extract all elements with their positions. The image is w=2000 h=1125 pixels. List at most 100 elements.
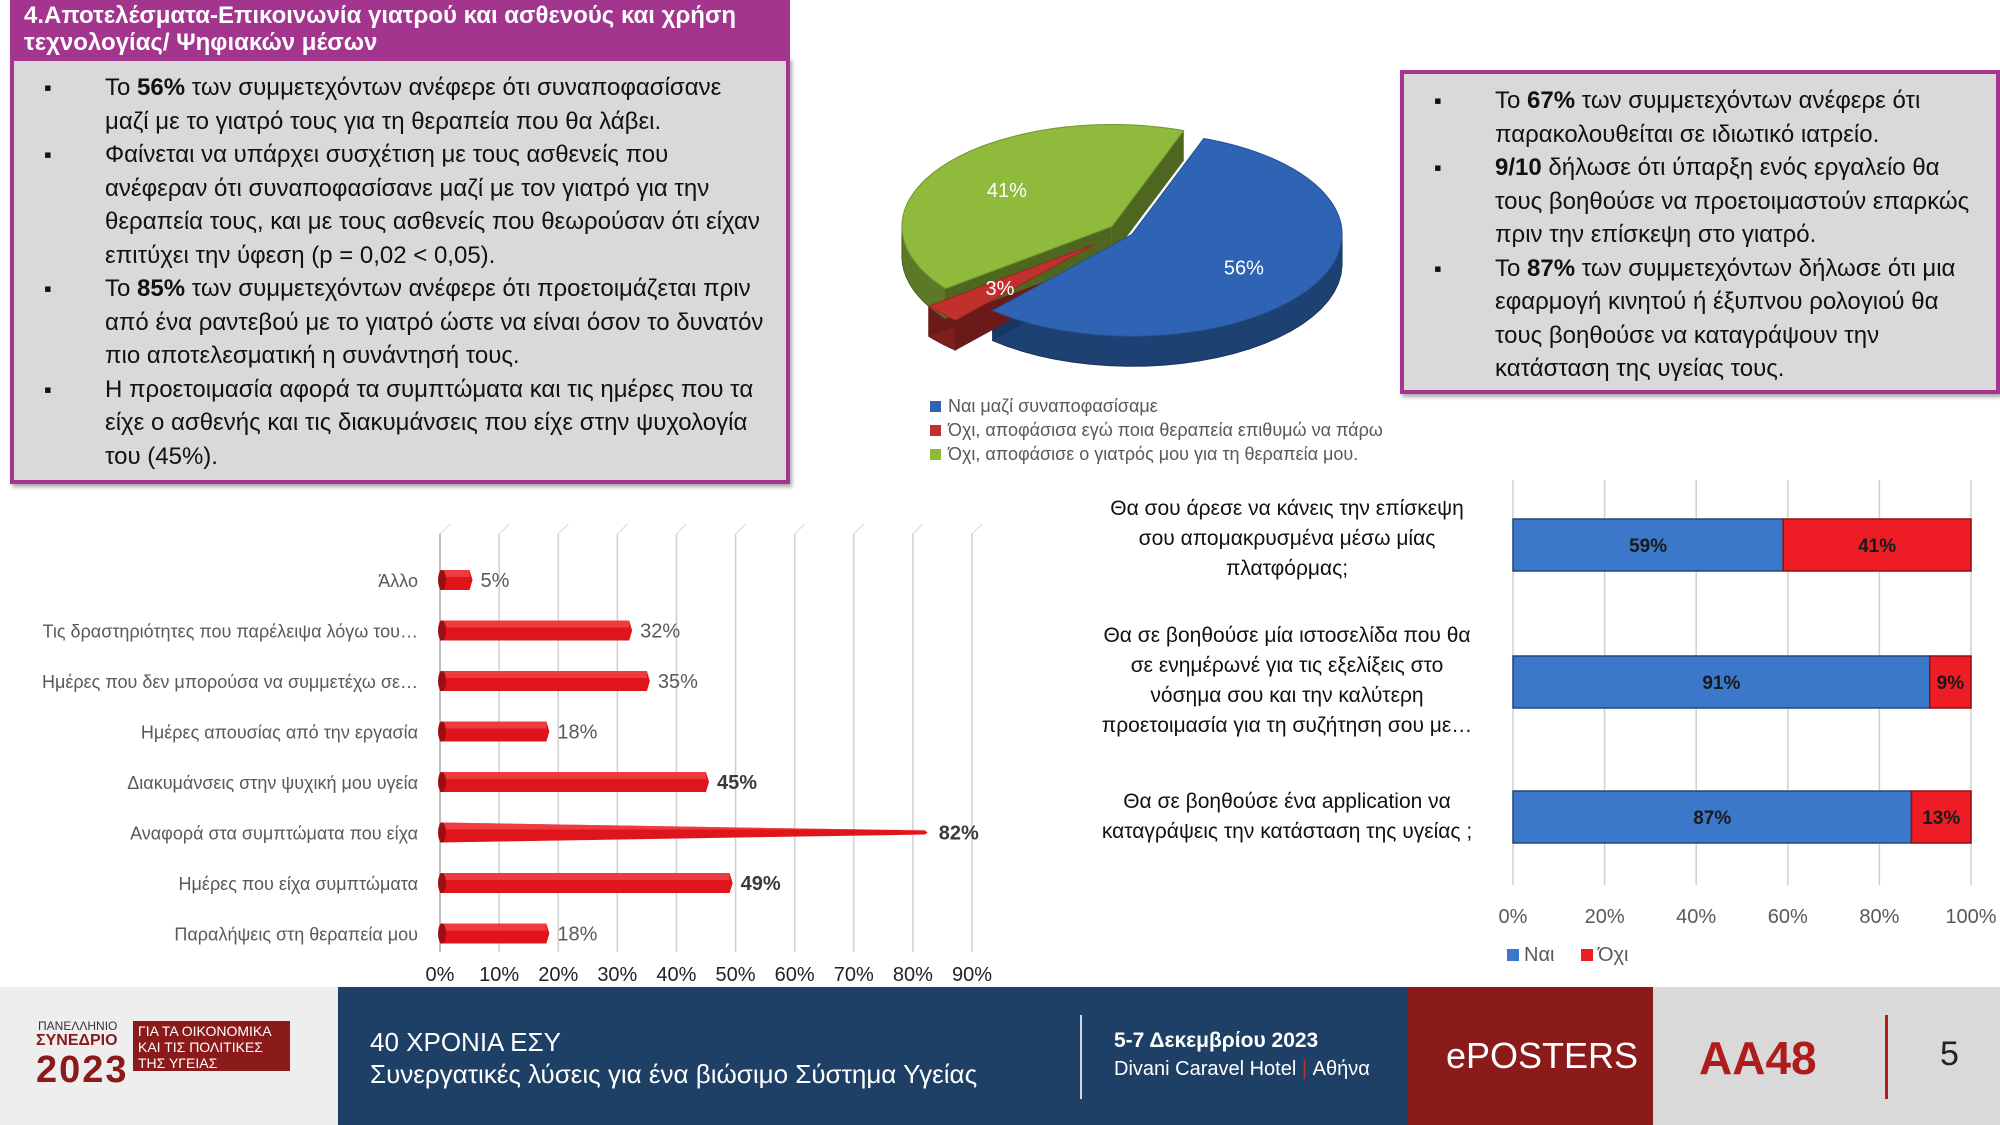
- legend-swatch: [1581, 949, 1593, 961]
- gridline-depth: [912, 523, 924, 535]
- event-subtitle: Συνεργατικές λύσεις για ένα βιώσιμο Σύστ…: [370, 1059, 978, 1089]
- x-tick-label: 100%: [1945, 906, 1996, 928]
- x-tick-label: 20%: [1585, 906, 1625, 928]
- logo-sub3: ΤΗΣ ΥΓΕΙΑΣ: [138, 1055, 218, 1071]
- x-tick-label: 0%: [426, 964, 455, 986]
- preparation-bar-chart: 0% 10% 20% 30% 40% 50% 60% 70% 80% 90% Άλλο 5% Τις δ…: [42, 523, 992, 986]
- page-number: 5: [1940, 1035, 1959, 1073]
- highlight-value: 67%: [1527, 87, 1576, 114]
- highlight-value: 9/10: [1495, 154, 1542, 181]
- pie-slice: [927, 243, 1096, 321]
- gridline-depth: [853, 523, 865, 535]
- event-venue: Divani Caravel Hotel: [1114, 1058, 1297, 1080]
- bar-value-label: 5%: [481, 570, 510, 592]
- x-tick-label: 30%: [597, 964, 637, 986]
- bar-value-label: 82%: [939, 823, 979, 845]
- legend-label: Όχι, αποφάσισε ο γιατρός μου για τη θερα…: [947, 444, 1358, 464]
- pie-slice-label: 41%: [987, 180, 1027, 202]
- bar: [440, 721, 550, 742]
- bar: [440, 873, 733, 893]
- stacked-bar-segment: [1512, 655, 1931, 709]
- gridline-depth: [794, 523, 806, 535]
- pie-slice-label: 56%: [1224, 258, 1264, 280]
- bar-base-cap: [438, 873, 446, 893]
- segment-value-label: 59%: [1629, 536, 1667, 557]
- bar-base-cap: [438, 772, 446, 792]
- gridline-depth: [676, 523, 687, 535]
- x-tick-label: 60%: [1768, 906, 1808, 928]
- bar-value-label: 49%: [741, 873, 781, 895]
- logo-line1: ΠΑΝΕΛΛΗΝΙΟ: [38, 1019, 118, 1033]
- legend-swatch: [930, 401, 941, 412]
- footer-divider: [1080, 1015, 1082, 1099]
- highlight-value: 87%: [1527, 254, 1576, 282]
- category-label: Αναφορά στα συμπτώματα που είχα: [130, 824, 418, 844]
- eposters-label: ePOSTERS: [1408, 987, 1653, 1125]
- bar-highlight: [440, 570, 470, 577]
- finding-bullet: Το 56% των συμμετεχόντων ανέφερε ότι συν…: [24, 71, 768, 138]
- legend-label: Ναι μαζί συναποφασίσαμε: [948, 396, 1158, 416]
- question-label: νόσημα σου και την καλύτερη: [1150, 684, 1423, 707]
- finding-bullet: Το 87% των συμμετεχόντων δήλωσε ότι μια …: [1414, 252, 1978, 386]
- finding-bullet: Το 85% των συμμετεχόντων ανέφερε ότι προ…: [24, 272, 768, 373]
- legend-label: Όχι, αποφάσισα εγώ ποια θεραπεία επιθυμώ…: [947, 420, 1383, 440]
- digital-tools-stacked-chart: 0% 20% 40% 60% 80% 100% Θα σου άρεσε να κάνεις…: [1102, 480, 1997, 966]
- category-label: Διακυμάνσεις στην ψυχική μου υγεία: [127, 773, 418, 793]
- bar-base-cap: [438, 570, 446, 590]
- category-label: Ημέρες απουσίας από την εργασία: [141, 723, 418, 743]
- question-label: σου απομακρυσμένα μέσω μίας: [1139, 527, 1436, 550]
- event-city: Αθήνα: [1312, 1058, 1370, 1080]
- question-label: Θα σου άρεσε να κάνεις την επίσκεψη: [1110, 497, 1464, 520]
- finding-bullet: Φαίνεται να υπάρχει συσχέτιση με τους ασ…: [24, 138, 768, 272]
- bar-highlight: [440, 923, 547, 931]
- x-tick-label: 60%: [775, 964, 815, 986]
- bar: [440, 772, 709, 792]
- legend-label: Ναι: [1524, 944, 1554, 966]
- finding-bullet: Η προετοιμασία αφορά τα συμπτώματα και τ…: [24, 373, 768, 474]
- bar-base-cap: [438, 721, 446, 742]
- finding-bullet: 9/10 δήλωσε ότι ύπαρξη ενός εργαλείο θα …: [1414, 151, 1978, 252]
- legend-swatch: [930, 449, 941, 460]
- stacked-bar-segment: [1929, 655, 1972, 709]
- bar: [440, 620, 633, 641]
- highlight-value: 56%: [137, 74, 186, 101]
- bar: [440, 923, 550, 944]
- bar-value-label: 35%: [658, 671, 698, 693]
- segment-value-label: 87%: [1693, 808, 1731, 829]
- poster-id: AA48 5: [1653, 987, 2000, 1125]
- bar-highlight: [440, 873, 730, 880]
- x-tick-label: 40%: [656, 964, 696, 986]
- question-label: προετοιμασία για τη συζήτηση σου με…: [1102, 714, 1472, 737]
- x-tick-label: 0%: [1499, 906, 1528, 928]
- question-label: Θα σε βοηθούσε μία ιστοσελίδα που θα: [1103, 624, 1470, 647]
- gridline-depth: [557, 523, 569, 535]
- stacked-bar-segment: [1512, 518, 1784, 572]
- x-tick-label: 50%: [716, 964, 756, 986]
- category-label: Παραλήψεις στη θεραπεία μου: [174, 925, 418, 945]
- x-tick-label: 40%: [1676, 906, 1716, 928]
- bar-value-label: 18%: [557, 722, 597, 744]
- question-label: καταγράψεις την κατάσταση της υγείας ;: [1102, 820, 1472, 843]
- bar-highlight: [440, 822, 925, 831]
- bar-highlight: [440, 721, 547, 729]
- bar: [440, 822, 928, 843]
- category-label: Ημέρες που είχα συμπτώματα: [179, 874, 418, 894]
- section-title-line2: τεχνολογίας/ Ψηφιακών μέσων: [24, 29, 378, 56]
- highlight-value: 85%: [137, 275, 186, 302]
- finding-bullet: Το 67% των συμμετεχόντων ανέφερε ότι παρ…: [1414, 84, 1978, 151]
- stacked-bar-segment: [1782, 518, 1972, 572]
- question-label: Θα σε βοηθούσε ένα application να: [1123, 790, 1451, 813]
- x-tick-label: 90%: [952, 964, 992, 986]
- x-tick-label: 20%: [538, 964, 578, 986]
- gridline-depth: [498, 523, 510, 535]
- pie-slice-edge: [1111, 130, 1184, 257]
- question-label: πλατφόρμας;: [1226, 557, 1348, 580]
- event-title: 40 ΧΡΟΝΙΑ ΕΣΥ: [370, 1027, 561, 1057]
- bar-highlight: [440, 620, 630, 628]
- bar-value-label: 18%: [557, 924, 597, 946]
- stacked-bar-segment: [1910, 790, 1972, 844]
- findings-box-right: Το 67% των συμμετεχόντων ανέφερε ότι παρ…: [1400, 70, 2000, 394]
- congress-logo: ΠΑΝΕΛΛΗΝΙΟ ΣΥΝΕΔΡΙΟ 2023 ΓΙΑ ΤΑ ΟΙΚΟΝΟΜΙ…: [0, 987, 338, 1125]
- segment-value-label: 13%: [1922, 808, 1960, 829]
- bar-base-cap: [438, 620, 446, 641]
